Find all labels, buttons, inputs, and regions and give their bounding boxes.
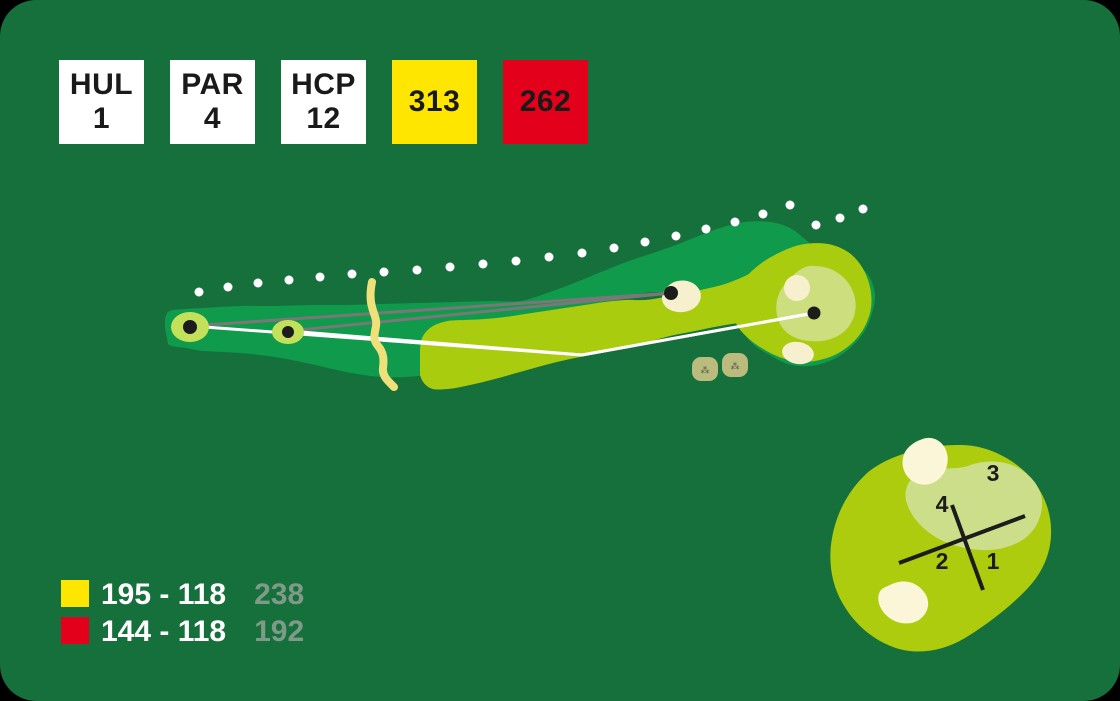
svg-text:2: 2	[936, 548, 949, 574]
svg-text:1: 1	[987, 548, 1000, 574]
svg-text:4: 4	[936, 491, 949, 517]
svg-text:⁂: ⁂	[731, 361, 740, 371]
svg-text:⁂: ⁂	[701, 365, 710, 375]
svg-text:3: 3	[987, 460, 1000, 486]
